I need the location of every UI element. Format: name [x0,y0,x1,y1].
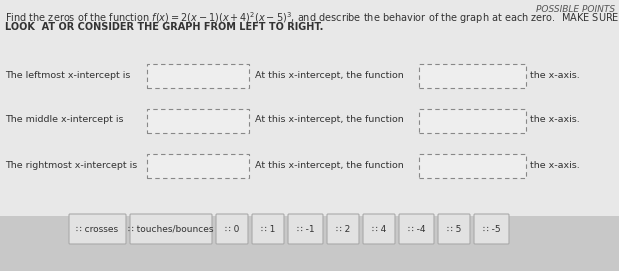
FancyBboxPatch shape [399,214,434,244]
Text: The middle x-intercept is: The middle x-intercept is [5,115,124,124]
Text: The leftmost x-intercept is: The leftmost x-intercept is [5,70,131,79]
FancyBboxPatch shape [147,154,249,178]
Text: At this x-intercept, the function: At this x-intercept, the function [255,70,404,79]
Text: ∷ 1: ∷ 1 [261,224,275,234]
Text: ∷ touches/bounces: ∷ touches/bounces [128,224,214,234]
Text: ∷ -1: ∷ -1 [297,224,314,234]
FancyBboxPatch shape [147,109,249,133]
FancyBboxPatch shape [69,214,126,244]
Text: At this x-intercept, the function: At this x-intercept, the function [255,160,404,169]
Text: ∷ -5: ∷ -5 [483,224,500,234]
Text: LOOK  AT OR CONSIDER THE GRAPH FROM LEFT TO RIGHT.: LOOK AT OR CONSIDER THE GRAPH FROM LEFT … [5,22,323,32]
Text: Find the zeros of the function $f(x) = 2(x-1)(x+4)^2(x-5)^3$, and describe the b: Find the zeros of the function $f(x) = 2… [5,10,619,26]
FancyBboxPatch shape [216,214,248,244]
Text: ∷ 0: ∷ 0 [225,224,239,234]
Text: POSSIBLE POINTS: POSSIBLE POINTS [536,5,615,14]
Text: the x-axis.: the x-axis. [530,70,580,79]
FancyBboxPatch shape [419,64,526,88]
Text: ∷ crosses: ∷ crosses [76,224,119,234]
FancyBboxPatch shape [252,214,284,244]
Text: the x-axis.: the x-axis. [530,115,580,124]
FancyBboxPatch shape [419,154,526,178]
FancyBboxPatch shape [474,214,509,244]
FancyBboxPatch shape [288,214,323,244]
Text: ∷ 2: ∷ 2 [336,224,350,234]
Text: ∷ 5: ∷ 5 [447,224,461,234]
Text: the x-axis.: the x-axis. [530,160,580,169]
Text: The rightmost x-intercept is: The rightmost x-intercept is [5,160,137,169]
FancyBboxPatch shape [327,214,359,244]
FancyBboxPatch shape [438,214,470,244]
FancyBboxPatch shape [147,64,249,88]
FancyBboxPatch shape [419,109,526,133]
FancyBboxPatch shape [363,214,395,244]
FancyBboxPatch shape [130,214,212,244]
Text: ∷ 4: ∷ 4 [372,224,386,234]
Text: At this x-intercept, the function: At this x-intercept, the function [255,115,404,124]
FancyBboxPatch shape [0,216,619,271]
Text: ∷ -4: ∷ -4 [408,224,425,234]
